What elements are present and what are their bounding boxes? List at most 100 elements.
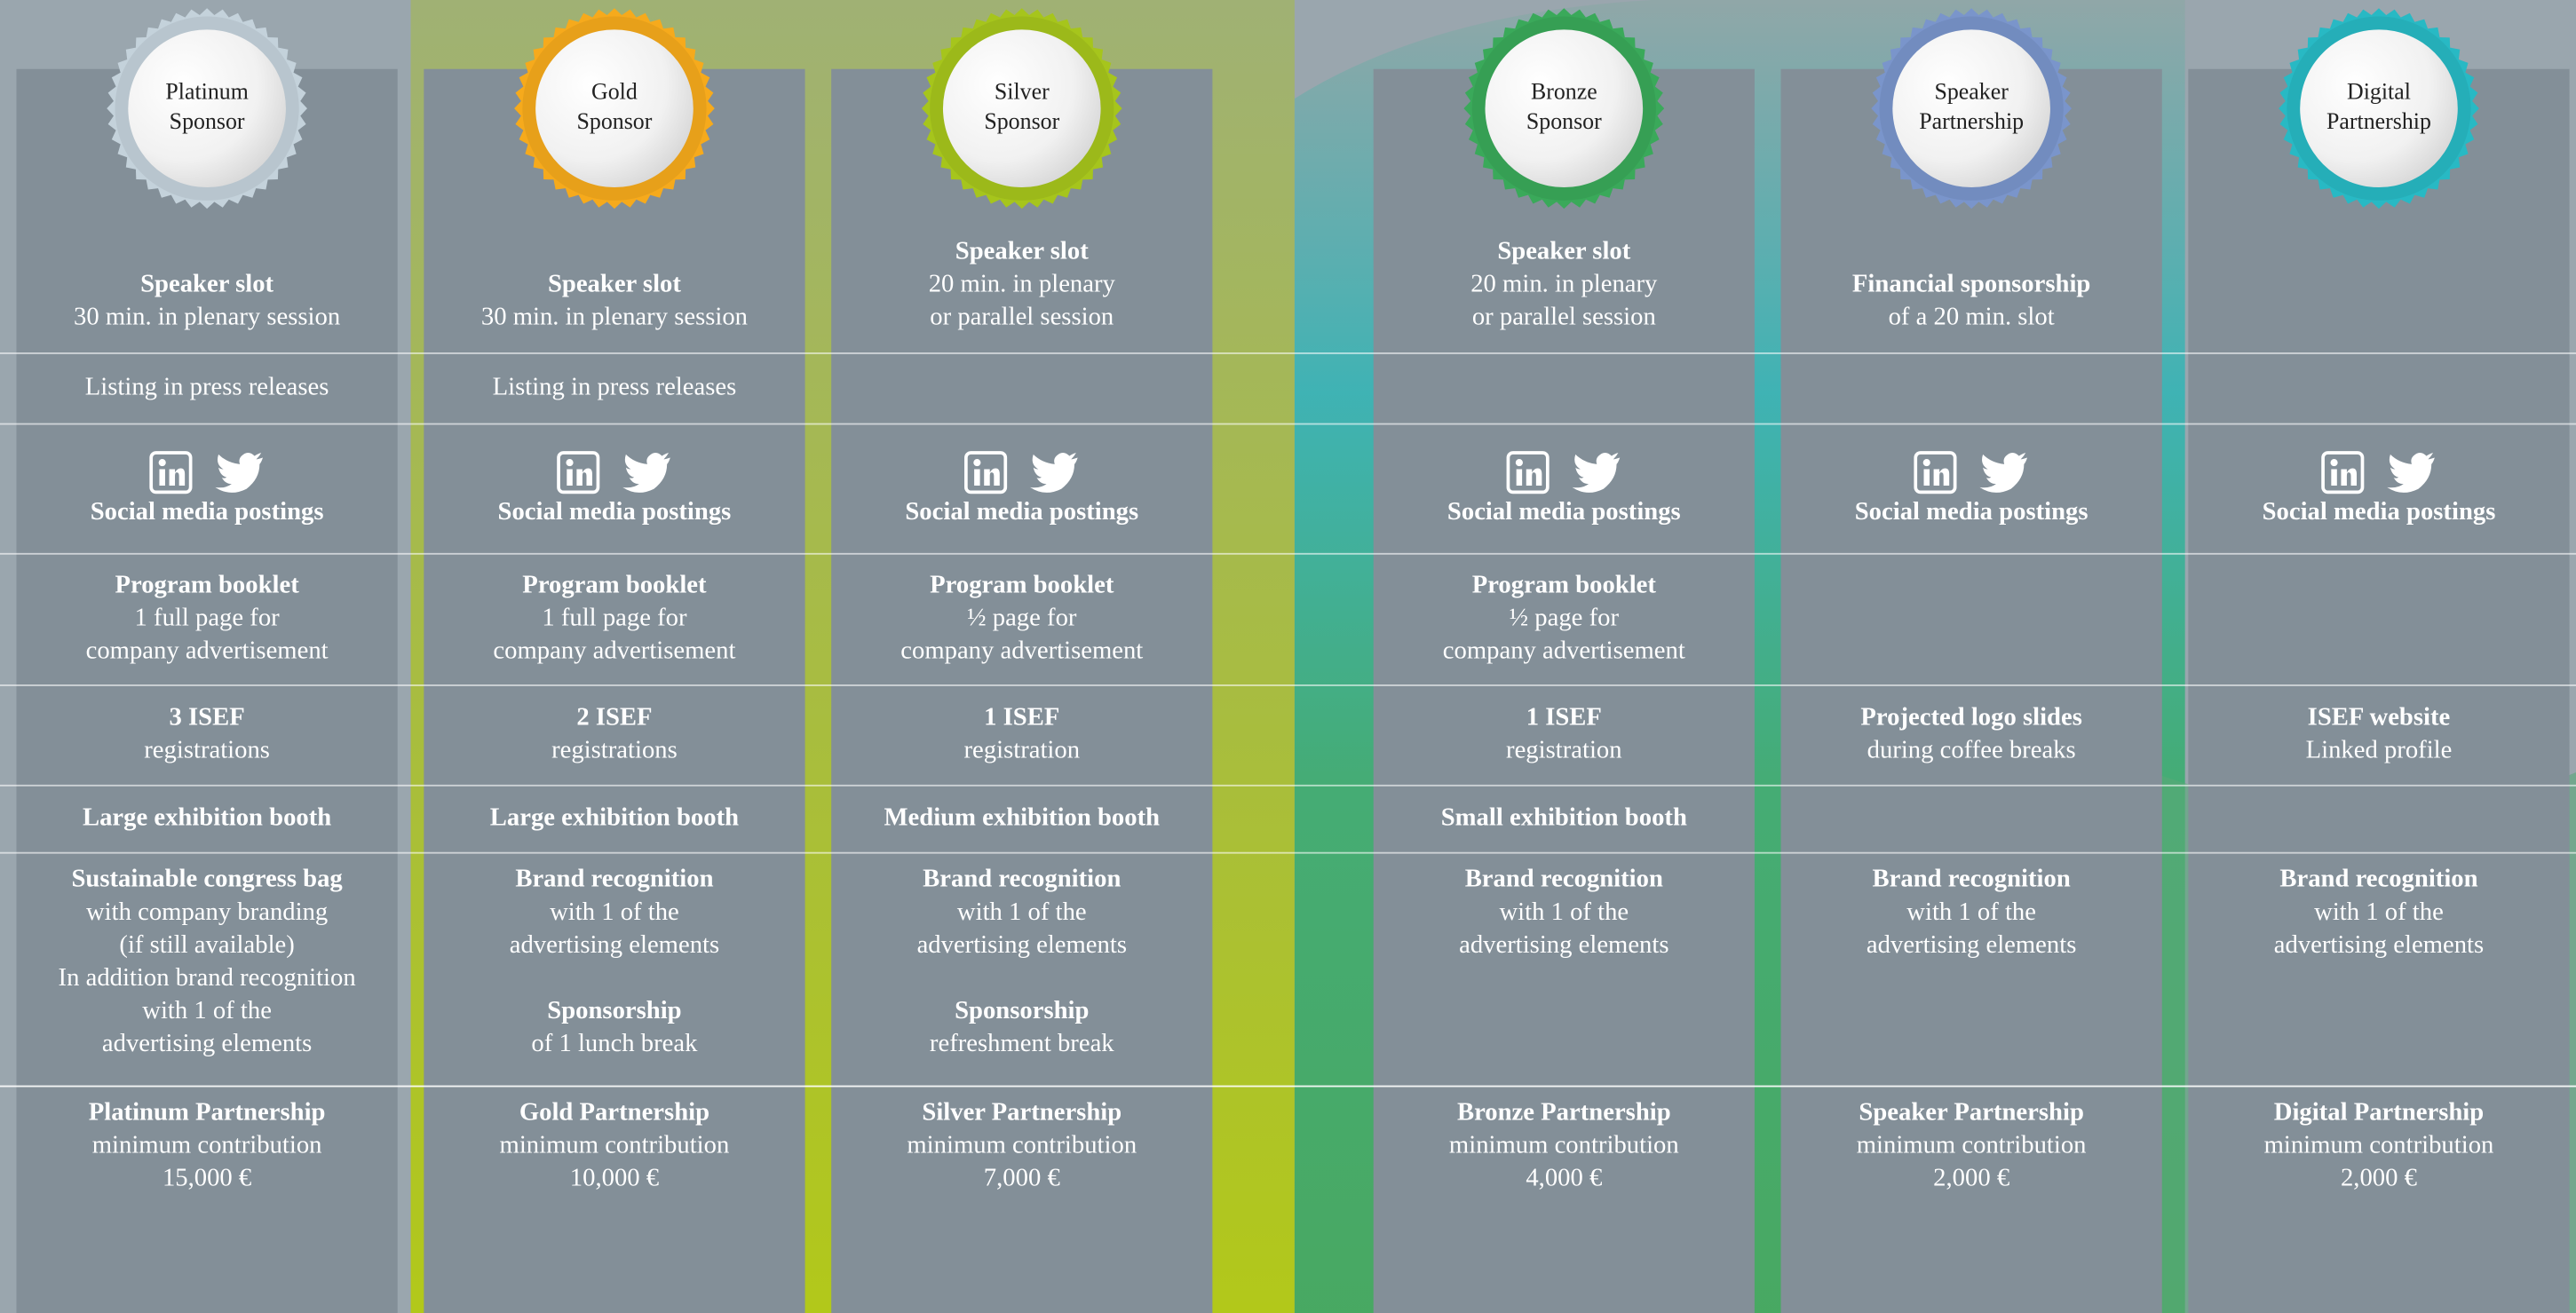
cell-text: ½ page for	[967, 603, 1077, 631]
badge-face	[1892, 29, 2050, 188]
cell-text: Listing in press releases	[85, 372, 329, 400]
cell-text: company advertisement	[900, 636, 1143, 664]
badge-label: Speaker	[1934, 78, 2009, 104]
cell-title: ISEF website	[2308, 702, 2451, 731]
columns	[16, 68, 2570, 1313]
cell-title: 1 ISEF	[984, 702, 1059, 731]
social-icons	[2321, 451, 2435, 494]
twitter-icon	[215, 452, 264, 493]
cell-text: 1 full page for	[542, 603, 687, 631]
cell-title: Social media postings	[1855, 497, 2089, 526]
cell-text: registrations	[144, 735, 270, 763]
cell-text: refreshment break	[930, 1029, 1114, 1057]
cell-text: advertising elements	[1459, 930, 1668, 959]
cell-title: Program booklet	[930, 570, 1114, 598]
social-icons	[1506, 451, 1621, 494]
cell-text: 15,000 €	[162, 1164, 251, 1192]
cell-text: In addition brand recognition	[59, 963, 356, 992]
cell-text: Listing in press releases	[493, 372, 737, 400]
cell-text: 20 min. in plenary	[1470, 270, 1658, 298]
linkedin-icon-part	[1516, 469, 1523, 486]
cell-text: with company branding	[86, 898, 328, 926]
cell-title: Bronze Partnership	[1457, 1098, 1671, 1127]
cell-title: Speaker slot	[548, 270, 681, 298]
cell-title: Social media postings	[905, 497, 1138, 526]
cell-title: Program booklet	[522, 570, 707, 598]
cell-text: 4,000 €	[1526, 1164, 1602, 1192]
cell-text: registration	[964, 735, 1081, 763]
linkedin-icon	[557, 451, 600, 494]
linkedin-icon-part	[973, 459, 981, 467]
cell-title: Brand recognition	[2279, 865, 2477, 893]
badge-label: Sponsor	[1526, 108, 1602, 134]
cell-text: of 1 lunch break	[531, 1029, 698, 1057]
cell-text: with 1 of the	[550, 898, 679, 926]
twitter-icon	[2387, 452, 2435, 493]
badge-label: Platinum	[165, 78, 248, 104]
cell-text: advertising elements	[510, 930, 719, 959]
cell-title: Projected logo slides	[1860, 702, 2081, 731]
cell-title: Financial sponsorship	[1852, 270, 2090, 298]
cell-text: 7,000 €	[984, 1164, 1060, 1192]
twitter-icon	[1979, 452, 2028, 493]
cell-text: minimum contribution	[2264, 1131, 2494, 1159]
cell-title: Brand recognition	[1465, 865, 1663, 893]
column	[831, 68, 1213, 1313]
cell-title: Sponsorship	[547, 996, 681, 1024]
cell-title: Social media postings	[2263, 497, 2496, 526]
cell-title: Large exhibition booth	[83, 803, 331, 831]
cell-title: 2 ISEF	[576, 702, 652, 731]
badge-face	[128, 29, 286, 188]
content: Platinum Sponsor Speaker slot 30 min. in pl…	[59, 8, 2496, 1192]
cell-title: Program booklet	[115, 570, 299, 598]
badge-face	[1485, 29, 1644, 188]
cell-title: Speaker Partnership	[1859, 1098, 2083, 1127]
badge-label: Silver	[995, 78, 1050, 104]
cell-title: Brand recognition	[515, 865, 713, 893]
cell-text: registration	[1506, 735, 1622, 763]
cell-title: Brand recognition	[1873, 865, 2071, 893]
linkedin-icon	[2321, 451, 2365, 494]
cell-title: Large exhibition booth	[490, 803, 739, 831]
cell-title: 1 ISEF	[1526, 702, 1602, 731]
cell-text: 1 full page for	[135, 603, 281, 631]
badge-face	[942, 29, 1101, 188]
linkedin-icon	[1506, 451, 1550, 494]
cell-title: Speaker slot	[955, 237, 1089, 265]
cell-text: 20 min. in plenary	[929, 270, 1116, 298]
cell-title: Social media postings	[498, 497, 732, 526]
column	[16, 68, 398, 1313]
linkedin-icon-part	[1515, 459, 1523, 467]
cell-text: registrations	[551, 735, 678, 763]
cell-text: of a 20 min. slot	[1889, 303, 2055, 331]
cell-text: with 1 of the	[142, 996, 272, 1024]
badge-label: Sponsor	[984, 108, 1059, 134]
linkedin-icon	[1914, 451, 1957, 494]
badge-label: Bronze	[1531, 78, 1597, 104]
cell-text: company advertisement	[1443, 636, 1685, 664]
cell-title: Medium exhibition booth	[884, 803, 1160, 831]
linkedin-icon-part	[1923, 469, 1930, 486]
cell-text: with 1 of the	[1499, 898, 1629, 926]
badge-label: Digital	[2347, 78, 2411, 104]
cell-text: minimum contribution	[92, 1131, 322, 1159]
linkedin-icon-part	[984, 468, 1000, 486]
badge-label: Partnership	[2326, 108, 2431, 134]
cell-text: ½ page for	[1510, 603, 1620, 631]
cell-title: Speaker slot	[1497, 237, 1630, 265]
linkedin-icon-part	[2331, 469, 2337, 486]
cell-title: Speaker slot	[140, 270, 273, 298]
badge-label: Gold	[591, 78, 638, 104]
cell-title: Digital Partnership	[2274, 1098, 2484, 1127]
cell-text: advertising elements	[1867, 930, 2076, 959]
social-icons	[557, 451, 670, 494]
linkedin-icon-part	[1526, 468, 1542, 486]
linkedin-icon	[964, 451, 1008, 494]
cell-text: 30 min. in plenary session	[74, 303, 340, 331]
cell-title: Platinum Partnership	[89, 1098, 326, 1127]
cell-title: Sustainable congress bag	[71, 865, 343, 893]
cell-title: Small exhibition booth	[1441, 803, 1687, 831]
linkedin-icon-part	[567, 469, 573, 486]
cell-title: Social media postings	[91, 497, 324, 526]
